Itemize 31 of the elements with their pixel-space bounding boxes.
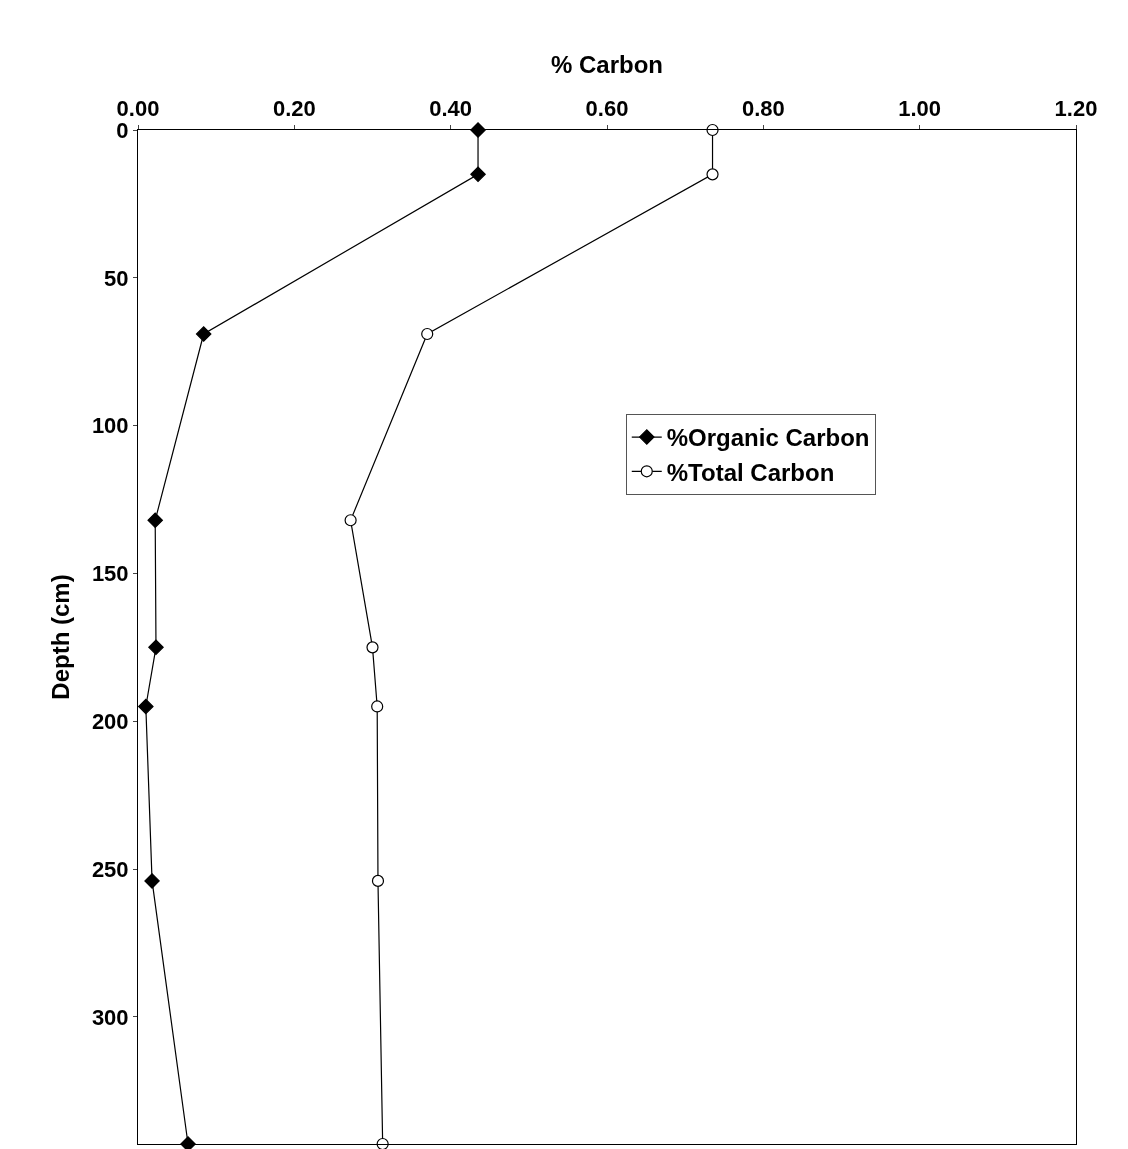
y-tick-label: 100	[91, 413, 129, 439]
point	[138, 698, 154, 715]
point	[180, 1136, 196, 1149]
y-axis-title: Depth (cm)	[46, 574, 74, 700]
y-tick-label: 250	[91, 856, 129, 882]
point	[470, 166, 486, 183]
x-tick-label: 1.20	[1054, 96, 1098, 122]
point	[344, 514, 357, 527]
legend-label: %Total Carbon	[666, 458, 835, 486]
point	[144, 873, 160, 889]
point	[371, 874, 385, 887]
point	[376, 1137, 389, 1149]
point	[148, 639, 164, 656]
x-tick-label: 1.00	[898, 96, 942, 122]
x-tick-label: 0.60	[585, 96, 629, 122]
x-tick-label: 0.20	[272, 96, 316, 122]
point	[421, 327, 434, 341]
x-tick-label: 0.80	[741, 96, 785, 122]
y-tick-label: 150	[91, 561, 129, 587]
legend-label: %Organic Carbon	[666, 424, 870, 452]
x-axis-title: % Carbon	[550, 51, 664, 79]
point	[706, 168, 719, 181]
point	[195, 326, 212, 342]
y-tick-label: 50	[104, 265, 129, 291]
point	[371, 700, 384, 713]
x-tick-label: 0.40	[429, 96, 473, 122]
y-tick-label: 300	[91, 1004, 129, 1030]
point	[366, 641, 379, 654]
y-tick-label: 200	[91, 708, 129, 734]
point	[470, 122, 486, 138]
point	[147, 512, 163, 528]
